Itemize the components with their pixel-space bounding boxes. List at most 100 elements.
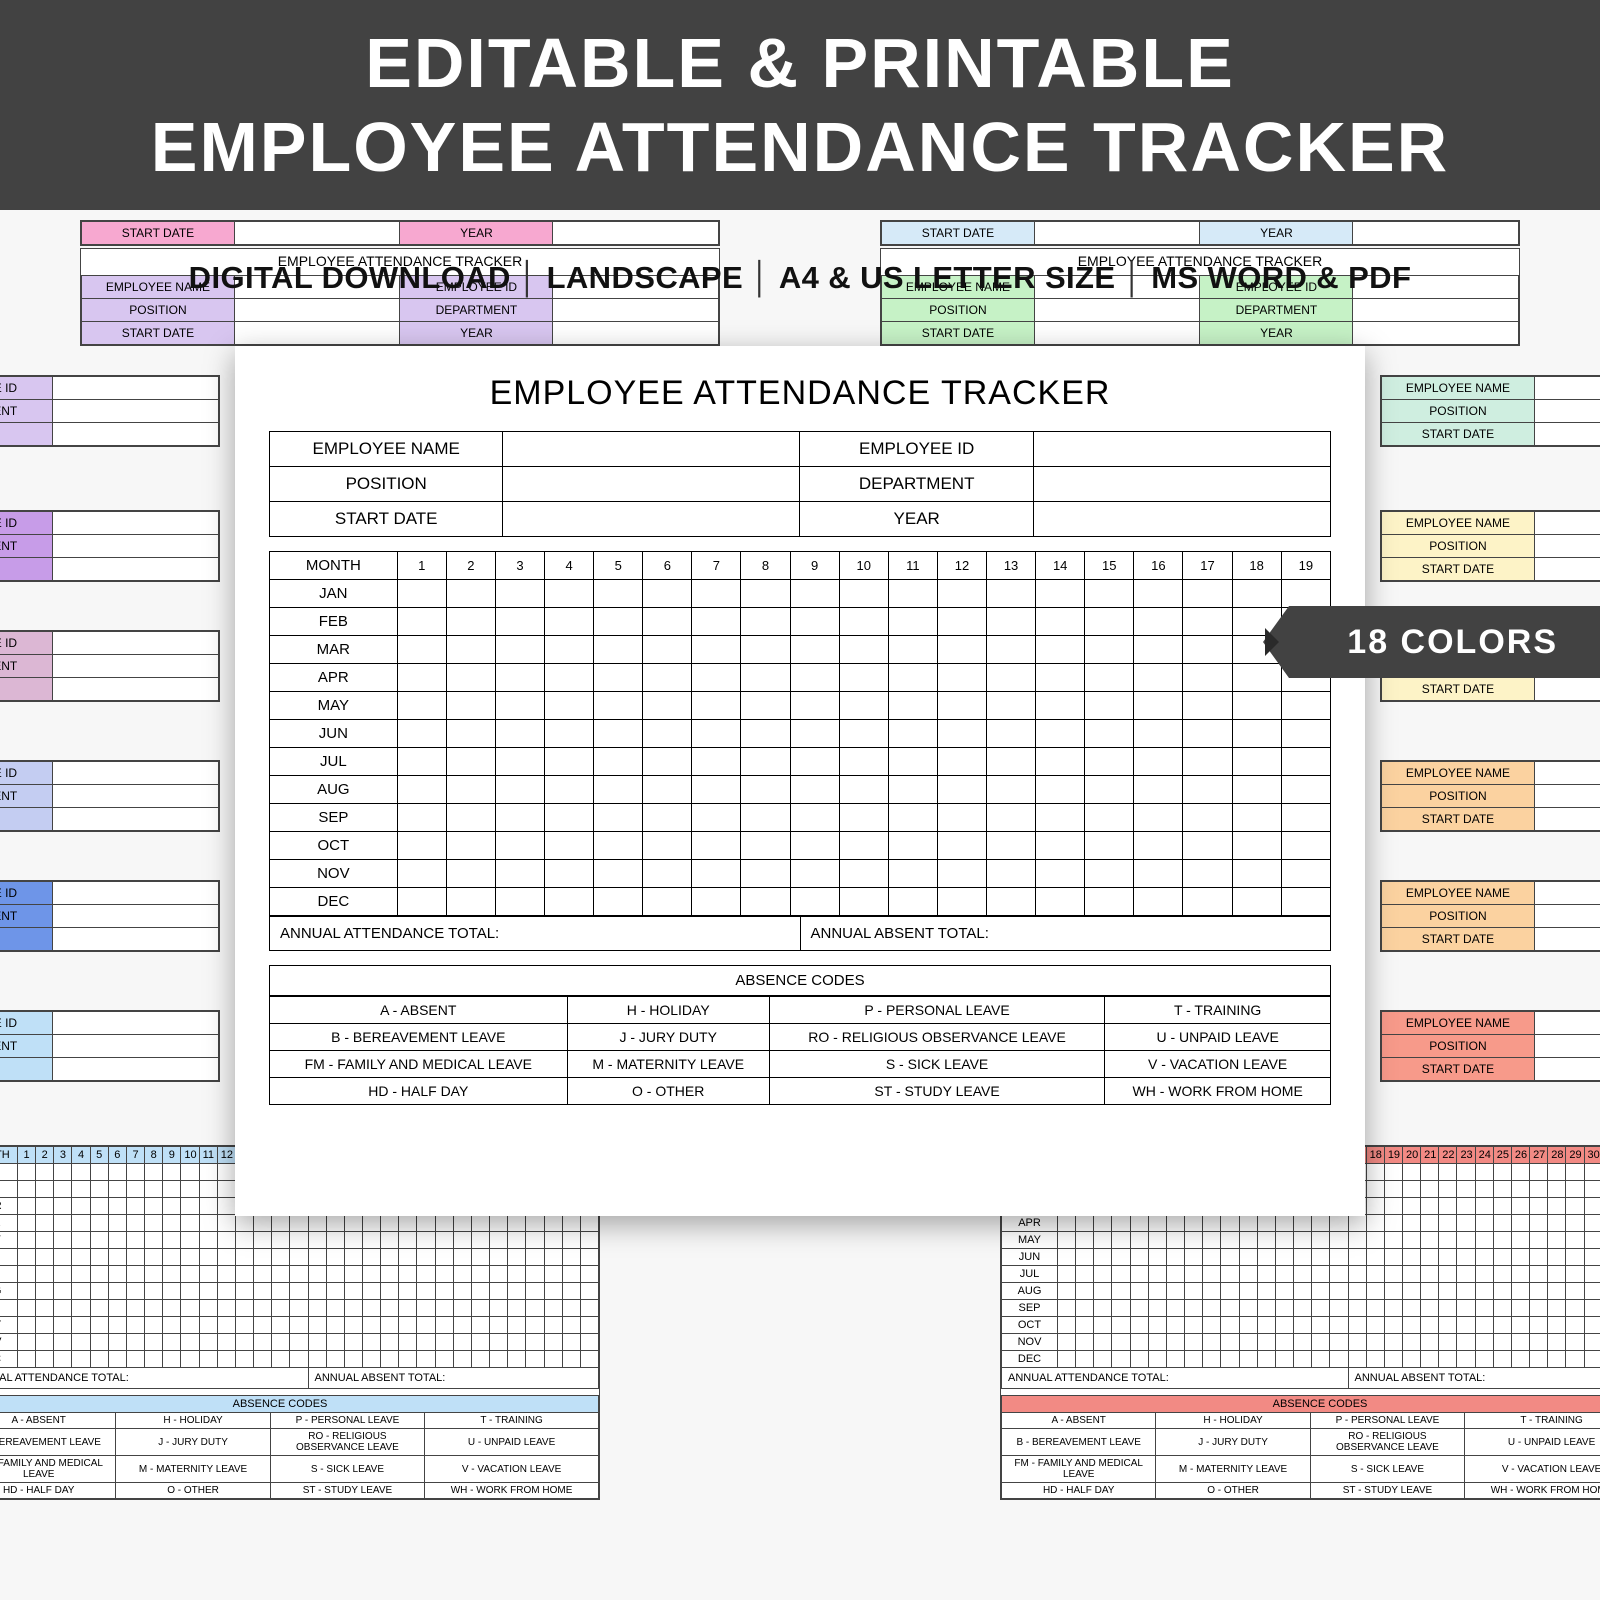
grid-cell[interactable]	[446, 776, 495, 804]
grid-cell[interactable]	[888, 860, 937, 888]
grid-cell[interactable]	[1232, 888, 1281, 916]
grid-cell[interactable]	[888, 608, 937, 636]
grid-cell[interactable]	[937, 832, 986, 860]
grid-cell[interactable]	[888, 748, 937, 776]
grid-cell[interactable]	[545, 580, 594, 608]
grid-cell[interactable]	[397, 888, 446, 916]
grid-cell[interactable]	[545, 636, 594, 664]
grid-cell[interactable]	[937, 580, 986, 608]
grid-cell[interactable]	[987, 580, 1036, 608]
grid-cell[interactable]	[397, 636, 446, 664]
grid-cell[interactable]	[839, 720, 888, 748]
grid-cell[interactable]	[1281, 860, 1330, 888]
grid-cell[interactable]	[937, 608, 986, 636]
grid-cell[interactable]	[987, 860, 1036, 888]
grid-cell[interactable]	[446, 580, 495, 608]
grid-cell[interactable]	[1134, 888, 1183, 916]
grid-cell[interactable]	[1036, 580, 1085, 608]
grid-cell[interactable]	[397, 720, 446, 748]
grid-cell[interactable]	[987, 748, 1036, 776]
grid-cell[interactable]	[1036, 776, 1085, 804]
info-department-value[interactable]	[1033, 467, 1330, 502]
grid-cell[interactable]	[987, 804, 1036, 832]
grid-cell[interactable]	[545, 804, 594, 832]
grid-cell[interactable]	[937, 748, 986, 776]
grid-cell[interactable]	[1183, 692, 1232, 720]
grid-cell[interactable]	[1036, 748, 1085, 776]
grid-cell[interactable]	[839, 636, 888, 664]
grid-cell[interactable]	[741, 776, 790, 804]
grid-cell[interactable]	[692, 580, 741, 608]
grid-cell[interactable]	[397, 692, 446, 720]
info-position-value[interactable]	[503, 467, 800, 502]
grid-cell[interactable]	[790, 664, 839, 692]
grid-cell[interactable]	[643, 832, 692, 860]
grid-cell[interactable]	[397, 664, 446, 692]
grid-cell[interactable]	[1085, 692, 1134, 720]
grid-cell[interactable]	[1183, 580, 1232, 608]
grid-cell[interactable]	[937, 720, 986, 748]
grid-cell[interactable]	[1134, 692, 1183, 720]
grid-cell[interactable]	[692, 776, 741, 804]
grid-cell[interactable]	[937, 776, 986, 804]
grid-cell[interactable]	[495, 748, 544, 776]
grid-cell[interactable]	[1085, 888, 1134, 916]
grid-cell[interactable]	[839, 692, 888, 720]
grid-cell[interactable]	[545, 832, 594, 860]
grid-cell[interactable]	[1036, 636, 1085, 664]
grid-cell[interactable]	[545, 608, 594, 636]
grid-cell[interactable]	[495, 860, 544, 888]
grid-cell[interactable]	[888, 664, 937, 692]
grid-cell[interactable]	[643, 580, 692, 608]
grid-cell[interactable]	[839, 888, 888, 916]
grid-cell[interactable]	[937, 804, 986, 832]
grid-cell[interactable]	[692, 720, 741, 748]
grid-cell[interactable]	[1134, 748, 1183, 776]
grid-cell[interactable]	[446, 804, 495, 832]
grid-cell[interactable]	[643, 804, 692, 832]
grid-cell[interactable]	[1085, 804, 1134, 832]
grid-cell[interactable]	[987, 608, 1036, 636]
grid-cell[interactable]	[741, 580, 790, 608]
grid-cell[interactable]	[888, 776, 937, 804]
grid-cell[interactable]	[495, 608, 544, 636]
grid-cell[interactable]	[1134, 664, 1183, 692]
grid-cell[interactable]	[1232, 748, 1281, 776]
grid-cell[interactable]	[446, 748, 495, 776]
grid-cell[interactable]	[446, 720, 495, 748]
grid-cell[interactable]	[1036, 720, 1085, 748]
grid-cell[interactable]	[594, 692, 643, 720]
grid-cell[interactable]	[692, 832, 741, 860]
grid-cell[interactable]	[1183, 888, 1232, 916]
grid-cell[interactable]	[545, 664, 594, 692]
grid-cell[interactable]	[987, 664, 1036, 692]
grid-cell[interactable]	[1232, 720, 1281, 748]
grid-cell[interactable]	[495, 692, 544, 720]
grid-cell[interactable]	[1134, 832, 1183, 860]
grid-cell[interactable]	[397, 608, 446, 636]
grid-cell[interactable]	[643, 664, 692, 692]
grid-cell[interactable]	[1232, 692, 1281, 720]
grid-cell[interactable]	[692, 888, 741, 916]
grid-cell[interactable]	[1281, 804, 1330, 832]
grid-cell[interactable]	[741, 720, 790, 748]
grid-cell[interactable]	[741, 692, 790, 720]
grid-cell[interactable]	[937, 636, 986, 664]
grid-cell[interactable]	[1183, 804, 1232, 832]
grid-cell[interactable]	[888, 888, 937, 916]
grid-cell[interactable]	[643, 776, 692, 804]
grid-cell[interactable]	[790, 636, 839, 664]
grid-cell[interactable]	[1281, 720, 1330, 748]
grid-cell[interactable]	[790, 804, 839, 832]
grid-cell[interactable]	[790, 608, 839, 636]
grid-cell[interactable]	[839, 776, 888, 804]
grid-cell[interactable]	[594, 608, 643, 636]
grid-cell[interactable]	[594, 860, 643, 888]
grid-cell[interactable]	[397, 860, 446, 888]
info-start-value[interactable]	[503, 502, 800, 537]
grid-cell[interactable]	[643, 748, 692, 776]
grid-cell[interactable]	[594, 664, 643, 692]
grid-cell[interactable]	[1036, 804, 1085, 832]
grid-cell[interactable]	[741, 860, 790, 888]
grid-cell[interactable]	[937, 664, 986, 692]
